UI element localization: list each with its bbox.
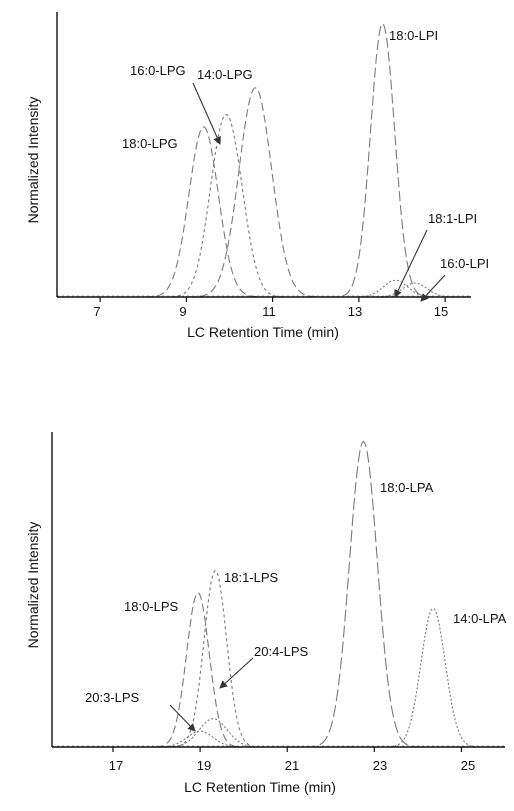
- top-x-ticks: [99, 297, 446, 302]
- bottom-y-axis-title: Normalized Intensity: [25, 522, 41, 649]
- arrow-16-0-lpg: [192, 82, 221, 145]
- bottom-x-tick-label: 23: [373, 758, 387, 773]
- top-x-tick-label: 13: [348, 304, 362, 319]
- trace-20-4-lps: [121, 718, 305, 748]
- trace-14-0-lpg: [151, 87, 359, 298]
- bottom-chromatogram-panel: 17 19 21 23 25 LC Retention Time (min) N…: [25, 432, 507, 795]
- trace-18-1-lpi: [313, 279, 471, 298]
- bottom-x-axis-title: LC Retention Time (min): [184, 779, 336, 795]
- bottom-x-tick-label: 25: [461, 758, 475, 773]
- trace-18-0-lpa: [272, 440, 455, 748]
- peak-label-20-4-lps: 20:4-LPS: [254, 644, 309, 659]
- trace-18-0-lpg: [108, 126, 299, 298]
- peak-label-18-0-lpg: 18:0-LPG: [122, 136, 178, 151]
- bottom-x-tick-label: 17: [109, 758, 123, 773]
- top-y-axis-title: Normalized Intensity: [25, 97, 41, 224]
- top-x-axis-title: LC Retention Time (min): [187, 324, 339, 340]
- top-x-tick-label: 15: [434, 304, 448, 319]
- trace-18-0-lps: [119, 591, 277, 748]
- top-x-tick-label: 11: [262, 304, 276, 319]
- arrow-16-0-lpi: [420, 274, 446, 302]
- peak-label-16-0-lpg: 16:0-LPG: [130, 63, 186, 78]
- trace-16-0-lpi: [333, 282, 471, 298]
- trace-14-0-lpa: [350, 607, 505, 748]
- bottom-x-tick-label: 21: [285, 758, 299, 773]
- peak-label-18-0-lpa: 18:0-LPA: [380, 480, 434, 495]
- top-x-tick-label: 7: [93, 304, 100, 319]
- peak-label-18-0-lps: 18:0-LPS: [124, 599, 179, 614]
- peak-label-16-0-lpi: 16:0-LPI: [440, 256, 489, 271]
- trace-20-3-lps: [113, 730, 288, 748]
- peak-label-20-3-lps: 20:3-LPS: [85, 690, 140, 705]
- arrow-18-1-lpi: [394, 229, 428, 298]
- bottom-x-ticks: [112, 747, 463, 752]
- peak-label-18-0-lpi: 18:0-LPI: [389, 28, 438, 43]
- peak-label-14-0-lpa: 14:0-LPA: [453, 611, 507, 626]
- peak-label-18-1-lps: 18:1-LPS: [224, 570, 279, 585]
- arrow-20-3-lps: [169, 704, 196, 732]
- arrow-20-4-lps: [219, 657, 254, 689]
- peak-label-14-0-lpg: 14:0-LPG: [197, 67, 253, 82]
- bottom-x-tick-label: 19: [197, 758, 211, 773]
- peak-label-18-1-lpi: 18:1-LPI: [428, 211, 477, 226]
- top-x-tick-label: 9: [179, 304, 186, 319]
- top-chromatogram-panel: 7 9 11 13 15 LC Retention Time (min) Nor…: [25, 12, 489, 340]
- top-traces: [57, 22, 471, 298]
